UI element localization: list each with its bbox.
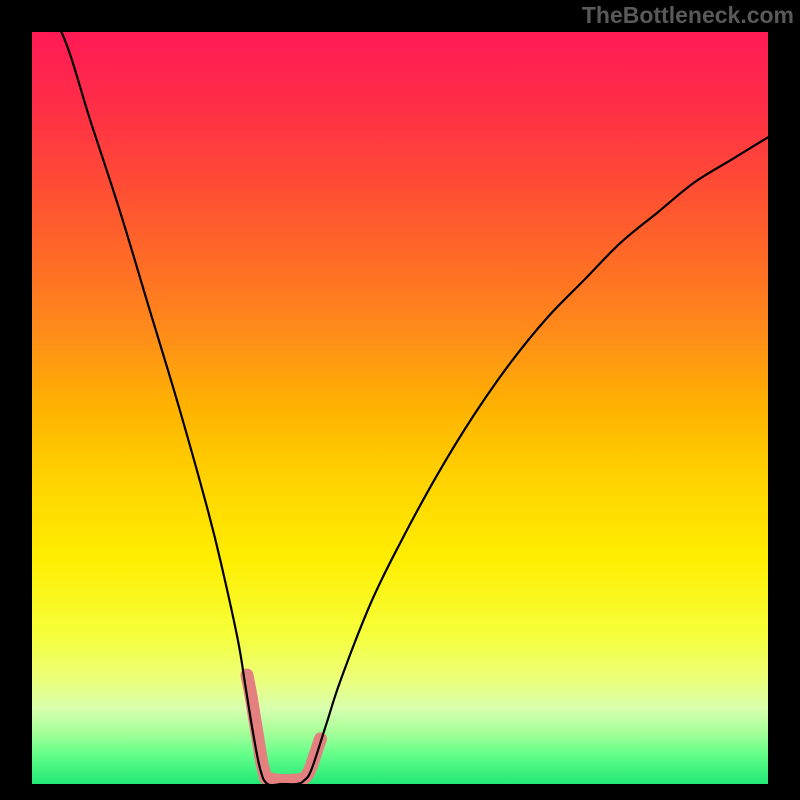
chart-svg [32,32,768,784]
gradient-background [32,32,768,784]
chart-frame: TheBottleneck.com [0,0,800,800]
plot-area [32,32,768,784]
watermark-text: TheBottleneck.com [582,2,794,29]
